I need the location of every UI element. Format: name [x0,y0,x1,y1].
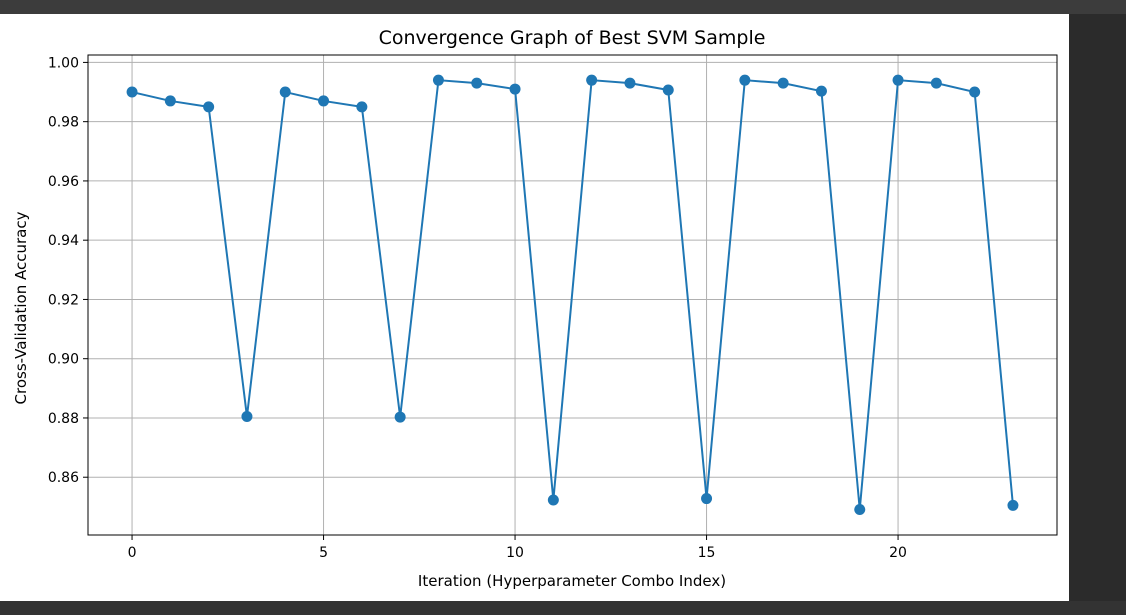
data-point [126,86,138,98]
notebook-output-panel: 0 5 10 15 20 0.86 0.88 0.90 0.92 0.94 0.96 0.98 1.00… [0,14,1069,601]
data-point [586,74,598,86]
right-margin-strip [1069,14,1126,601]
data-point [969,86,981,98]
data-point [662,84,674,96]
data-point [777,77,789,89]
x-tick-label: 0 [128,545,137,561]
plot-frame [87,54,1058,536]
data-point [1007,499,1019,511]
data-point [815,85,827,97]
data-point [279,86,291,98]
y-tick-label: 0.88 [48,411,79,427]
y-axis-label: Cross-Validation Accuracy [12,211,30,404]
convergence-chart: 0 5 10 15 20 0.86 0.88 0.90 0.92 0.94 0.96 0.98 1.00… [12,27,1058,590]
chart-title: Convergence Graph of Best SVM Sample [379,27,766,49]
series-line [131,79,1014,510]
x-axis-label: Iteration (Hyperparameter Combo Index) [418,572,726,590]
data-point [471,77,483,89]
data-point [701,493,713,505]
y-tick-label: 0.96 [48,174,79,190]
data-point [164,95,176,107]
data-point [432,74,444,86]
data-point [624,77,636,89]
top-window-strip [0,0,1126,14]
data-point [930,77,942,89]
x-tick-label: 15 [698,545,716,561]
y-tick-label: 0.98 [48,115,79,131]
y-tick-label: 0.86 [48,470,79,486]
y-tick-label: 0.92 [48,292,79,308]
data-point [203,101,215,113]
data-point [318,95,330,107]
data-point [394,411,406,423]
y-tick-label: 0.94 [48,233,79,249]
bottom-scroll-strip [0,601,1126,615]
data-point [241,410,253,422]
x-tick-label: 5 [319,545,328,561]
data-point [509,83,521,95]
x-tick-label: 10 [506,545,524,561]
data-point [739,74,751,86]
data-point [547,494,559,506]
data-point [892,74,904,86]
data-point [854,504,866,516]
y-tick-label: 0.90 [48,352,79,368]
data-point [356,101,368,113]
y-tick-label: 1.00 [48,55,79,71]
x-tick-label: 20 [889,545,907,561]
